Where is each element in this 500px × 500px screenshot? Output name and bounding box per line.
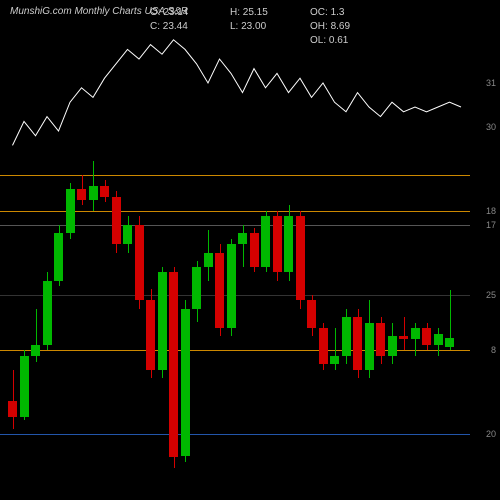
indicator-axis-label: 31 — [486, 78, 496, 88]
indicator-line-chart — [0, 0, 500, 500]
indicator-axis-label: 30 — [486, 122, 496, 132]
chart-area: 1817258203130 — [0, 0, 500, 500]
